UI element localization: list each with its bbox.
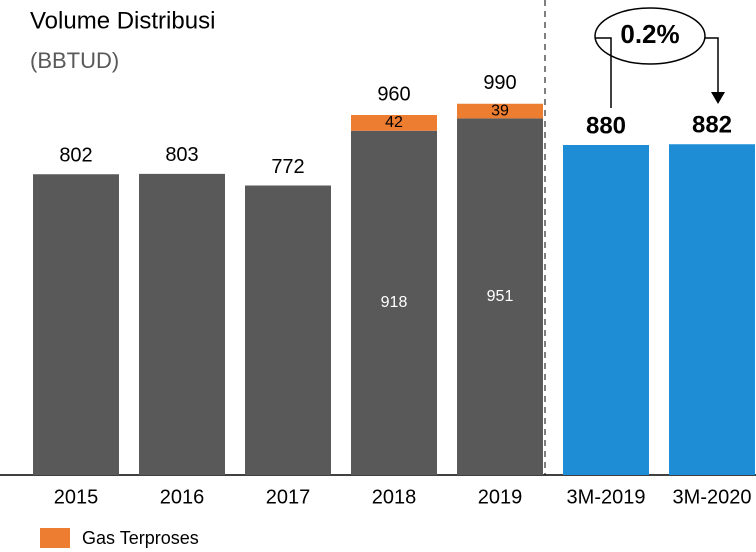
legend-swatch [40,528,70,548]
x-tick-label: 3M-2019 [567,486,646,508]
bar [563,145,649,475]
annotation: 0.2% [620,19,679,49]
value-label: 42 [385,114,403,131]
bar [457,103,543,119]
bar [139,173,225,475]
total-label: 990 [483,72,516,94]
annotation-bracket [595,37,719,108]
bar [351,130,437,475]
x-tick-label: 2016 [160,486,205,508]
x-tick-label: 2015 [54,486,99,508]
value-label: 882 [692,112,732,139]
value-label: 772 [271,156,304,178]
chart-subtitle: (BBTUD) [30,48,119,73]
value-label: 951 [487,288,514,305]
annotation-arrowhead [711,92,725,104]
total-label: 960 [377,83,410,105]
bar [245,185,331,475]
chart-title: Volume Distribusi [30,7,215,34]
x-tick-label: 3M-2020 [673,486,752,508]
x-tick-label: 2017 [266,486,311,508]
annotation-ellipse [594,7,706,65]
x-tick-label: 2019 [478,486,523,508]
value-label: 880 [586,112,626,139]
legend-label: Gas Terproses [82,528,199,548]
bar [669,144,755,475]
bar [33,174,119,475]
value-label: 918 [381,294,408,311]
x-tick-label: 2018 [372,486,417,508]
value-label: 802 [59,145,92,167]
bar [351,115,437,131]
value-label: 803 [165,144,198,166]
value-label: 39 [491,102,509,119]
bar [457,118,543,475]
